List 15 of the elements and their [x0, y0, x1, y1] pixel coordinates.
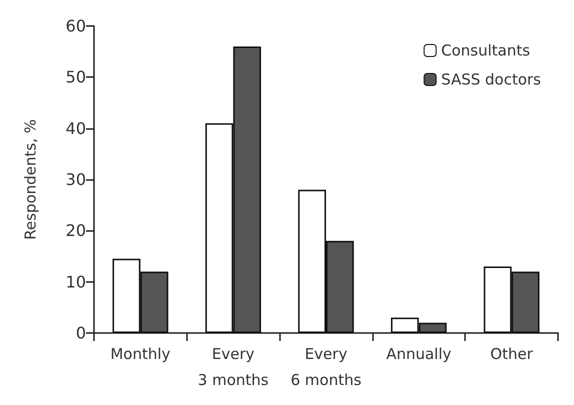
x-tick-label: Every 6 months: [290, 345, 362, 389]
x-tick-label: Monthly: [110, 345, 171, 363]
y-tick-label: 10: [66, 272, 86, 292]
y-tick-label: 50: [66, 68, 86, 87]
y-axis-title: Respondents, %: [22, 119, 40, 240]
y-tick-label: 0: [76, 324, 86, 342]
y-tick-label: 40: [66, 118, 86, 138]
x-tick-label: Every 3 months: [198, 345, 269, 389]
legend-label: SASS doctors: [441, 70, 542, 88]
x-tick-label: Other: [490, 345, 534, 363]
y-tick-label: 30: [66, 170, 86, 189]
y-tick-label: 20: [66, 221, 86, 240]
y-tick-label: 60: [66, 16, 86, 36]
x-tick-label: Annually: [386, 345, 452, 363]
legend-label: Consultants: [441, 42, 530, 60]
